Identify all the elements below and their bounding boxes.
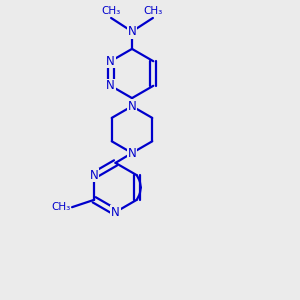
Text: N: N xyxy=(128,100,136,113)
Text: CH₃: CH₃ xyxy=(143,7,163,16)
Text: N: N xyxy=(111,206,120,219)
Text: N: N xyxy=(128,25,136,38)
Text: N: N xyxy=(128,146,136,160)
Text: N: N xyxy=(106,79,115,92)
Text: N: N xyxy=(106,55,115,68)
Text: N: N xyxy=(90,169,99,182)
Text: CH₃: CH₃ xyxy=(51,202,70,212)
Text: CH₃: CH₃ xyxy=(101,7,121,16)
